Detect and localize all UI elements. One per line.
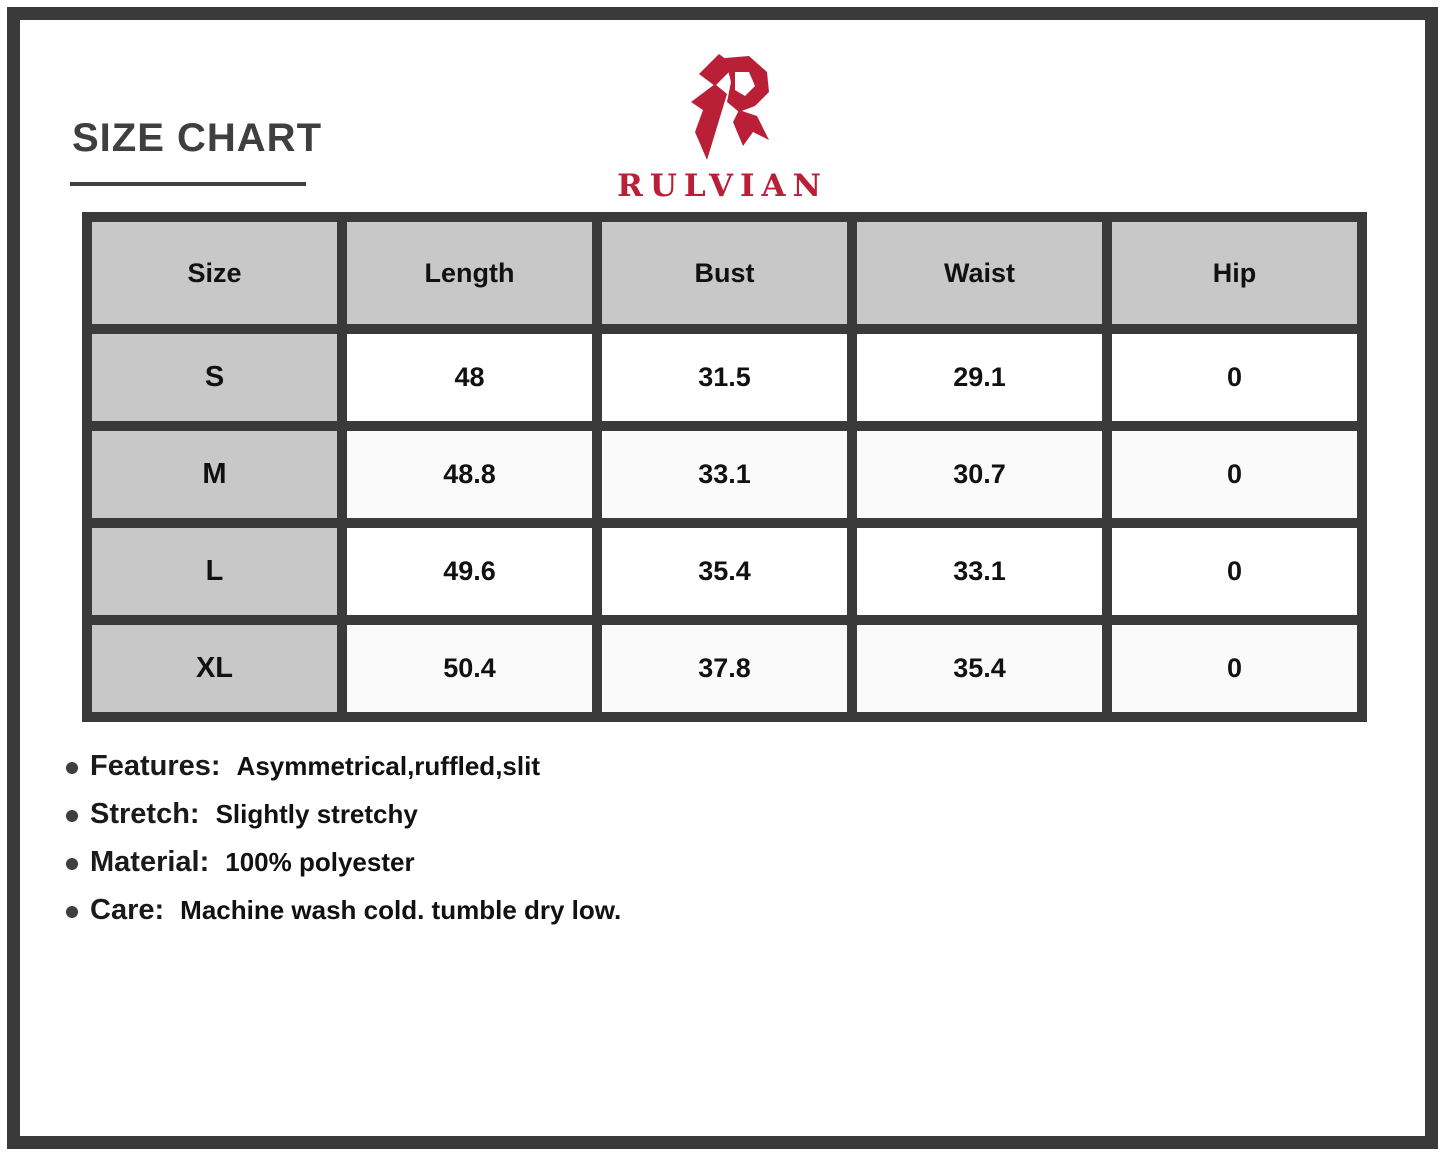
detail-value: Asymmetrical,ruffled,slit xyxy=(236,751,540,781)
title-underline xyxy=(70,182,306,186)
detail-value: Slightly stretchy xyxy=(215,799,418,829)
size-cell: S xyxy=(92,334,337,421)
length-cell: 49.6 xyxy=(347,528,592,615)
hip-cell: 0 xyxy=(1112,431,1357,518)
hip-cell: 0 xyxy=(1112,334,1357,421)
brand-name: RULVIAN xyxy=(617,168,828,204)
detail-value: Machine wash cold. tumble dry low. xyxy=(180,895,622,925)
column-header-size: Size xyxy=(92,222,337,324)
bullet-icon xyxy=(66,857,78,870)
detail-label: Features: xyxy=(90,750,221,782)
detail-features: Features: Asymmetrical,ruffled,slit xyxy=(66,750,621,785)
table-header-row: Size Length Bust Waist Hip xyxy=(92,222,1357,324)
column-header-length: Length xyxy=(347,222,592,324)
table-row-m: M 48.8 33.1 30.7 0 xyxy=(92,431,1357,518)
table-row-xl: XL 50.4 37.8 35.4 0 xyxy=(92,625,1357,712)
waist-cell: 33.1 xyxy=(857,528,1102,615)
detail-label: Material: xyxy=(90,846,210,878)
bust-cell: 33.1 xyxy=(602,431,847,518)
size-cell: XL xyxy=(92,625,337,712)
waist-cell: 29.1 xyxy=(857,334,1102,421)
bust-cell: 35.4 xyxy=(602,528,847,615)
column-header-waist: Waist xyxy=(857,222,1102,324)
rulvian-angular-r-logo-icon xyxy=(669,48,777,164)
column-header-bust: Bust xyxy=(602,222,847,324)
detail-label: Care: xyxy=(90,894,165,926)
length-cell: 48 xyxy=(347,334,592,421)
column-header-hip: Hip xyxy=(1112,222,1357,324)
detail-stretch: Stretch: Slightly stretchy xyxy=(66,798,621,833)
waist-cell: 30.7 xyxy=(857,431,1102,518)
bullet-icon xyxy=(66,905,78,918)
bullet-icon xyxy=(66,761,78,774)
size-cell: L xyxy=(92,528,337,615)
bust-cell: 37.8 xyxy=(602,625,847,712)
table-row-s: S 48 31.5 29.1 0 xyxy=(92,334,1357,421)
bullet-icon xyxy=(66,809,78,822)
brand-logo: RULVIAN xyxy=(0,48,1445,204)
bust-cell: 31.5 xyxy=(602,334,847,421)
page-title: SIZE CHART xyxy=(72,116,322,160)
detail-label: Stretch: xyxy=(90,798,200,830)
length-cell: 50.4 xyxy=(347,625,592,712)
size-cell: M xyxy=(92,431,337,518)
waist-cell: 35.4 xyxy=(857,625,1102,712)
product-details-list: Features: Asymmetrical,ruffled,slit Stre… xyxy=(66,750,621,942)
detail-material: Material: 100% polyester xyxy=(66,846,621,881)
hip-cell: 0 xyxy=(1112,528,1357,615)
size-chart-table: Size Length Bust Waist Hip S 48 31.5 29.… xyxy=(82,212,1367,722)
length-cell: 48.8 xyxy=(347,431,592,518)
detail-value: 100% polyester xyxy=(225,847,415,877)
detail-care: Care: Machine wash cold. tumble dry low. xyxy=(66,894,621,929)
table-row-l: L 49.6 35.4 33.1 0 xyxy=(92,528,1357,615)
hip-cell: 0 xyxy=(1112,625,1357,712)
